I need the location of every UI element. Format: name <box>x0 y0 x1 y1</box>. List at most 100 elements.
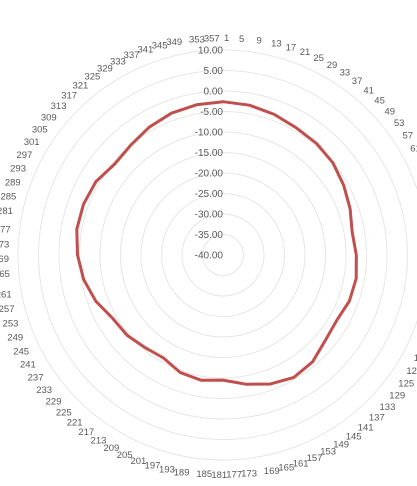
data-point <box>148 126 151 129</box>
radial-tick-label: -15.00 <box>195 148 224 159</box>
data-point <box>331 161 335 164</box>
angle-label: 117 <box>414 353 417 364</box>
grid-ring <box>181 213 265 297</box>
grid-ring <box>120 152 326 358</box>
angle-label: 333 <box>110 56 126 67</box>
radial-tick-label: -10.00 <box>195 128 224 139</box>
angle-label: 1 <box>224 33 229 44</box>
radial-tick-label: 0.00 <box>204 87 224 98</box>
data-point <box>348 207 352 210</box>
angle-label: 269 <box>0 254 9 265</box>
grid-ring <box>79 111 367 399</box>
angle-label: 325 <box>84 72 100 83</box>
data-point <box>195 103 198 107</box>
data-point <box>170 112 173 115</box>
angle-label: 133 <box>380 402 396 413</box>
angle-label: 317 <box>61 91 77 102</box>
angle-label: 309 <box>41 112 57 123</box>
data-point <box>162 356 165 360</box>
radial-tick-labels: 10.00 5.00 0.00 -5.00 -10.00 -15.00 -20.00 -25.… <box>195 46 224 262</box>
angle-label: 149 <box>333 439 349 450</box>
angle-label: 297 <box>16 150 32 161</box>
angle-label: 185 <box>196 469 212 480</box>
angle-label: 257 <box>0 304 15 315</box>
angle-label: 161 <box>293 458 309 469</box>
data-point <box>221 378 225 382</box>
data-point <box>94 180 98 183</box>
data-point <box>348 299 351 303</box>
angle-label: 249 <box>7 333 23 344</box>
angle-label: 5 <box>239 34 244 45</box>
radial-tick-label: 5.00 <box>204 66 224 77</box>
angle-label: 157 <box>307 453 323 464</box>
data-point <box>82 203 85 206</box>
angle-label: 181 <box>211 470 227 481</box>
angle-label: 17 <box>286 42 297 53</box>
angle-label: 321 <box>72 81 88 92</box>
angle-label: 357 <box>204 33 220 44</box>
radial-tick-label: -30.00 <box>195 210 224 221</box>
angle-label: 237 <box>28 373 44 384</box>
angle-label: 49 <box>385 107 396 118</box>
grid-ring <box>202 234 244 276</box>
data-point <box>76 253 79 257</box>
angle-label: 305 <box>32 124 48 135</box>
angle-label: 129 <box>389 391 405 402</box>
radial-tick-label: -5.00 <box>200 107 223 118</box>
angle-label: 229 <box>46 396 62 407</box>
data-point <box>342 184 345 187</box>
angle-label: 193 <box>159 465 175 476</box>
angle-label: 345 <box>152 40 168 51</box>
data-point <box>244 383 247 386</box>
data-point <box>179 371 182 374</box>
series-layer <box>75 100 358 386</box>
grid-ring <box>161 193 285 317</box>
angle-label: 53 <box>394 118 405 129</box>
angle-label: 21 <box>300 47 311 58</box>
angle-label: 9 <box>257 36 262 47</box>
angle-label: 41 <box>363 86 374 97</box>
angle-label: 353 <box>189 35 205 46</box>
angle-label: 57 <box>403 130 414 141</box>
radial-tick-label: 10.00 <box>198 46 223 57</box>
angle-label: 253 <box>3 319 19 330</box>
angle-label: 313 <box>51 101 67 112</box>
angle-label: 137 <box>369 413 385 424</box>
data-point <box>355 277 358 280</box>
data-point <box>144 346 147 349</box>
angle-label: 141 <box>358 422 374 433</box>
angle-label: 201 <box>130 456 146 467</box>
radial-grid <box>17 49 417 461</box>
angle-label: 261 <box>0 290 12 301</box>
data-point <box>113 162 116 166</box>
angle-label: 189 <box>174 467 190 478</box>
data-point <box>75 228 79 231</box>
data-point <box>292 376 295 379</box>
angle-label: 45 <box>374 96 385 107</box>
angle-label: 121 <box>406 366 417 377</box>
data-point <box>295 126 298 130</box>
angle-label: 177 <box>226 470 242 481</box>
angle-label: 245 <box>13 346 29 357</box>
data-point <box>111 317 115 320</box>
data-point <box>126 334 129 337</box>
angle-label: 209 <box>103 443 119 454</box>
data-point <box>311 360 314 363</box>
angle-label: 329 <box>97 64 113 75</box>
grid-ring <box>17 49 417 461</box>
angle-label: 61 <box>410 143 417 154</box>
angle-label: 341 <box>137 45 153 56</box>
data-point <box>335 319 338 322</box>
data-point <box>199 379 203 382</box>
angle-label: 301 <box>24 137 40 148</box>
angle-label: 33 <box>340 68 351 79</box>
angle-label: 349 <box>166 37 182 48</box>
data-point <box>273 113 276 116</box>
data-point <box>268 382 272 386</box>
radial-tick-label: -40.00 <box>195 251 224 262</box>
data-point <box>129 143 132 147</box>
radial-tick-label: -35.00 <box>195 230 224 241</box>
angle-label: 277 <box>0 224 11 235</box>
angle-label: 225 <box>56 407 72 418</box>
